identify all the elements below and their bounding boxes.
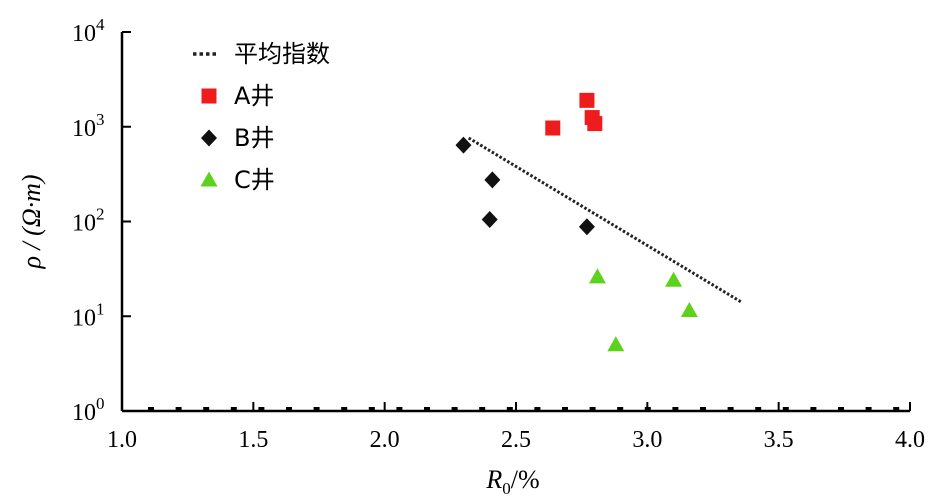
axis-dash: [589, 407, 596, 411]
axis-dash: [506, 407, 513, 411]
axis-dash: [755, 407, 762, 411]
y-tick-label: 101: [72, 299, 105, 331]
marker-group: [455, 92, 698, 352]
axis-dash: [148, 407, 154, 411]
x-tick-label: 3.0: [632, 427, 662, 453]
axis-dash: [258, 407, 265, 411]
axis-dash: [700, 407, 706, 411]
x-tick-label: 3.5: [764, 427, 794, 453]
legend-label: A井: [234, 82, 274, 110]
axis-dash: [727, 407, 734, 411]
axis-dash: [203, 407, 210, 411]
axis-dash: [175, 407, 182, 411]
data-point: [578, 218, 595, 236]
axis-dash: [368, 407, 375, 411]
axis-dash: [810, 407, 817, 411]
data-point: [607, 336, 625, 352]
legend-label: B井: [234, 124, 274, 152]
axis-dash: [451, 407, 458, 411]
axis-dash: [341, 407, 348, 411]
legend-marker: [200, 171, 218, 187]
y-tick-label: 104: [72, 15, 105, 47]
axis-dash: [644, 407, 651, 411]
data-point: [481, 210, 498, 228]
axis-dash: [782, 407, 789, 411]
trend-line: [467, 136, 743, 304]
x-tick-label: 4.0: [895, 427, 925, 453]
x-tick-label: 1.5: [238, 427, 268, 453]
y-axis-title: ρ / (Ω·m): [17, 174, 46, 269]
legend-marker: [201, 88, 217, 104]
legend-marker: [201, 129, 217, 147]
x-tick-label: 2.0: [370, 427, 400, 453]
axis-dash: [424, 407, 430, 411]
axis-dash: [893, 407, 900, 411]
axis-dash: [838, 407, 844, 411]
x-tick-label: 1.0: [107, 427, 137, 453]
y-tick-label: 102: [72, 205, 105, 237]
x-tick-group: 1.0 1.5 2.0 2.5 3.0 3.5 4.0: [107, 402, 925, 453]
legend-label: 平均指数: [234, 40, 330, 68]
x-tick-label: 2.5: [501, 427, 531, 453]
axis-dash: [672, 407, 679, 411]
data-point: [587, 116, 603, 132]
axis-dash: [865, 407, 872, 411]
data-point: [455, 136, 472, 154]
y-tick-label: 103: [72, 110, 105, 142]
axis-dash: [313, 407, 320, 411]
data-point: [588, 268, 606, 284]
axis-dash: [562, 407, 568, 411]
data-point: [484, 171, 501, 189]
axis-dash: [286, 407, 292, 411]
legend-label: C井: [234, 166, 275, 194]
y-tick-label: 100: [72, 394, 105, 426]
axis-dash: [230, 407, 237, 411]
data-point: [680, 301, 698, 317]
axis-dash: [534, 407, 541, 411]
y-tick-group: 100 101 102 103 104: [72, 15, 131, 426]
axis-dash: [396, 407, 403, 411]
x-axis-title: R0/%: [485, 465, 539, 498]
axis-dash: [479, 407, 486, 411]
trend-line-group: [467, 136, 743, 304]
x-axis-dashes: [148, 407, 900, 411]
legend: 平均指数 A井 B井 C井: [193, 40, 330, 194]
data-point: [579, 92, 595, 108]
data-point: [545, 120, 561, 136]
data-point: [665, 271, 683, 287]
axis-dash: [617, 407, 624, 411]
